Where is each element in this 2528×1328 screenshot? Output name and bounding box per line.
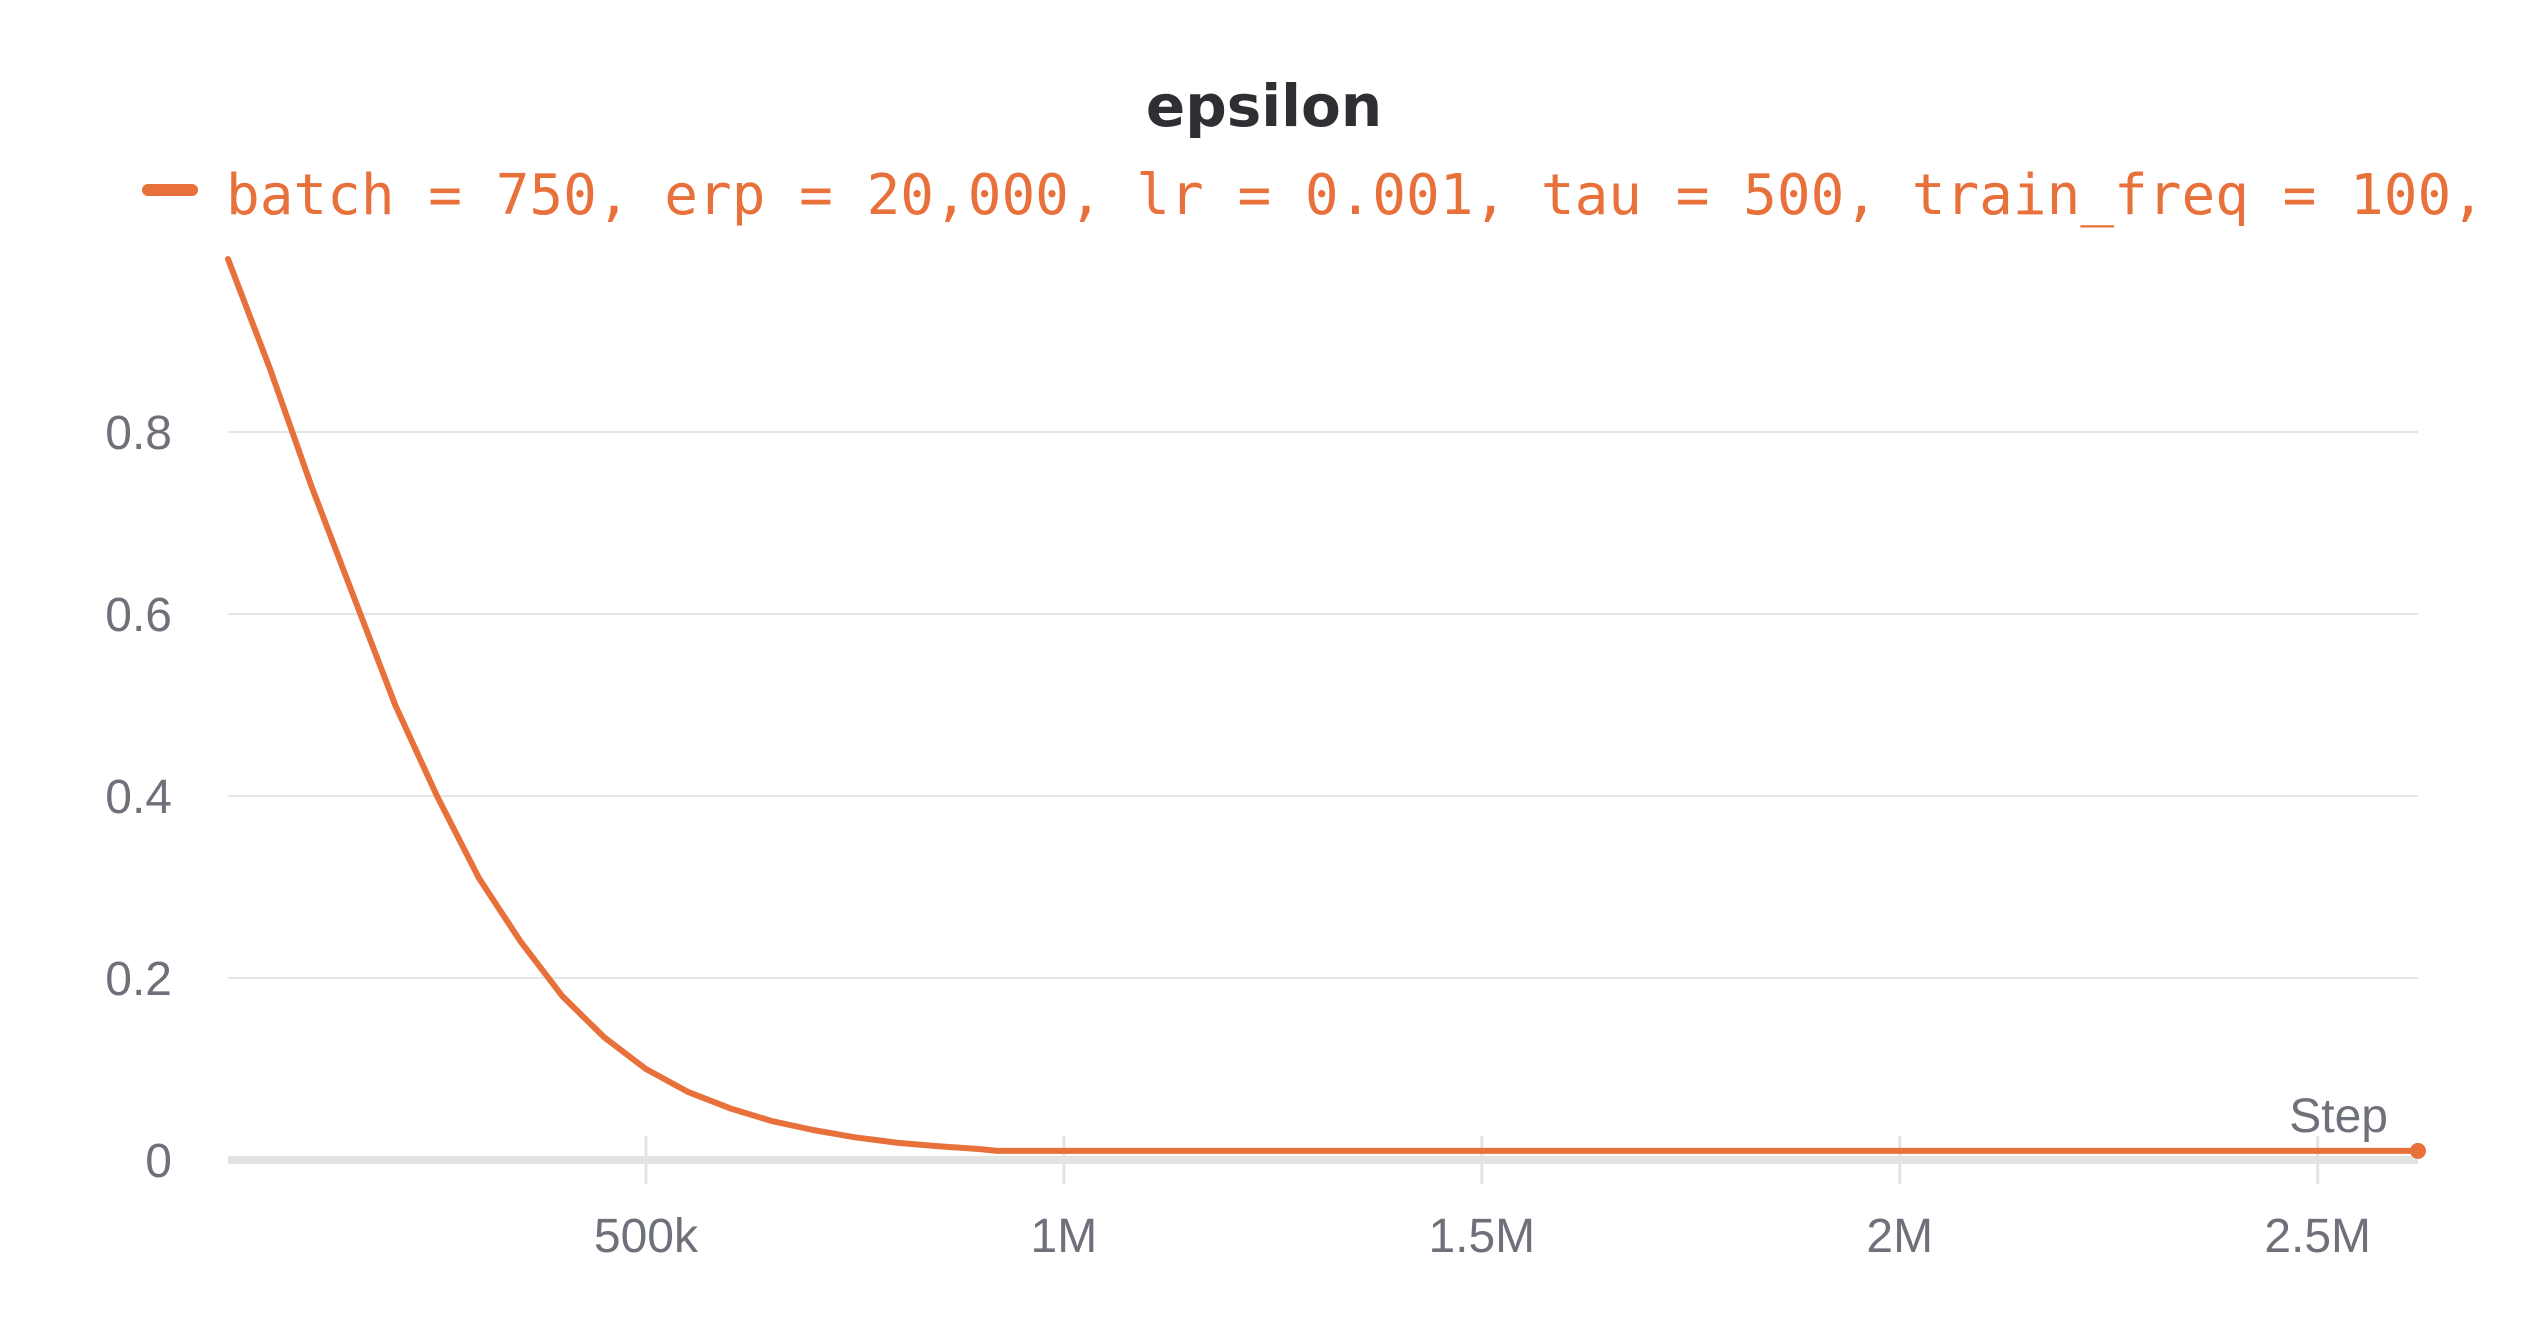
legend-label: batch = 750, erp = 20,000, lr = 0.001, t… (226, 163, 2485, 228)
x-tick-label: 1.5M (1428, 1210, 1535, 1263)
y-tick-label: 0.6 (105, 589, 172, 642)
x-tick-label: 2.5M (2264, 1210, 2371, 1263)
grid (228, 431, 2418, 979)
x-axis-title: Step (2289, 1090, 2388, 1143)
y-axis: 0 0.2 0.4 0.6 0.8 (105, 407, 172, 1188)
plot-area[interactable] (225, 256, 2426, 1159)
legend-swatch (142, 184, 198, 196)
x-tick-label: 500k (594, 1210, 699, 1263)
legend[interactable]: batch = 750, erp = 20,000, lr = 0.001, t… (142, 163, 2485, 228)
series-endpoint-marker[interactable] (2410, 1142, 2426, 1159)
chart-title: epsilon (1146, 72, 1382, 140)
y-tick-label: 0.8 (105, 407, 172, 460)
x-tick-label: 2M (1866, 1210, 1933, 1263)
x-tick-label: 1M (1031, 1210, 1098, 1263)
x-axis: 500k 1M 1.5M 2M 2.5M (228, 1136, 2418, 1263)
y-tick-label: 0.2 (105, 953, 172, 1006)
y-tick-label: 0.4 (105, 771, 172, 824)
series-line[interactable] (225, 256, 2421, 1154)
y-tick-label: 0 (145, 1135, 172, 1188)
